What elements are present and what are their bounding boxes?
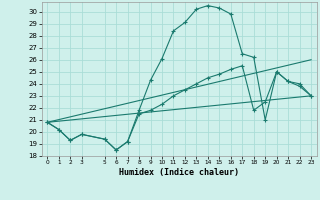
X-axis label: Humidex (Indice chaleur): Humidex (Indice chaleur) [119,168,239,177]
